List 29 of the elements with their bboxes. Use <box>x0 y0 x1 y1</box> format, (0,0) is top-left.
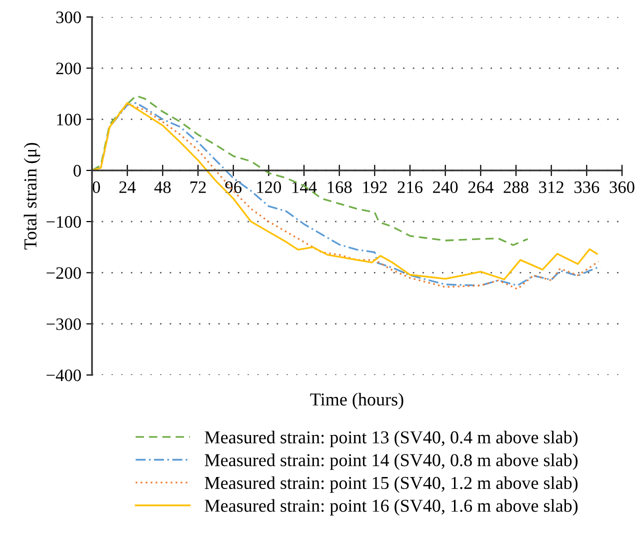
x-tick-label: 24 <box>119 181 136 193</box>
x-tick-label: 168 <box>328 181 352 194</box>
x-axis-title: Time (hours) <box>310 392 404 410</box>
y-tick-label: 0 <box>74 164 81 177</box>
x-tick-label: 216 <box>398 181 423 194</box>
y-tick-label: −200 <box>46 267 81 279</box>
y-tick-label: 300 <box>56 11 81 24</box>
x-tick-label: 264 <box>468 181 494 194</box>
y-tick-label: 200 <box>56 62 81 74</box>
x-tick-label: 336 <box>574 181 600 194</box>
y-tick-label: 100 <box>57 114 81 126</box>
x-tick-label: 120 <box>257 181 282 194</box>
legend-label: Measured strain: point 15 (SV40, 1.2 m above slab) <box>204 476 578 493</box>
legend-label: Measured strain: point 13 (SV40, 0.4 m above slab) <box>204 430 578 448</box>
x-tick-label: 360 <box>610 181 634 194</box>
y-tick-label: −400 <box>46 369 81 382</box>
x-tick-label: 240 <box>433 181 458 194</box>
x-tick-label: 288 <box>504 181 528 194</box>
y-tick-label: −300 <box>46 318 81 330</box>
x-tick-label: 0 <box>92 181 100 194</box>
x-tick-label: 192 <box>363 181 387 194</box>
legend-label: Measured strain: point 14 (SV40, 0.8 m above slab) <box>204 454 578 470</box>
x-tick-label: 48 <box>154 181 171 194</box>
y-tick-label: −100 <box>46 216 81 228</box>
y-axis-title: Total strain (μ) <box>24 142 40 250</box>
line-series <box>92 94 529 246</box>
legend-label: Measured strain: point 16 (SV40, 1.6 m above slab) <box>204 499 578 516</box>
x-tick-label: 312 <box>539 181 564 194</box>
x-tick-label: 72 <box>190 181 206 193</box>
